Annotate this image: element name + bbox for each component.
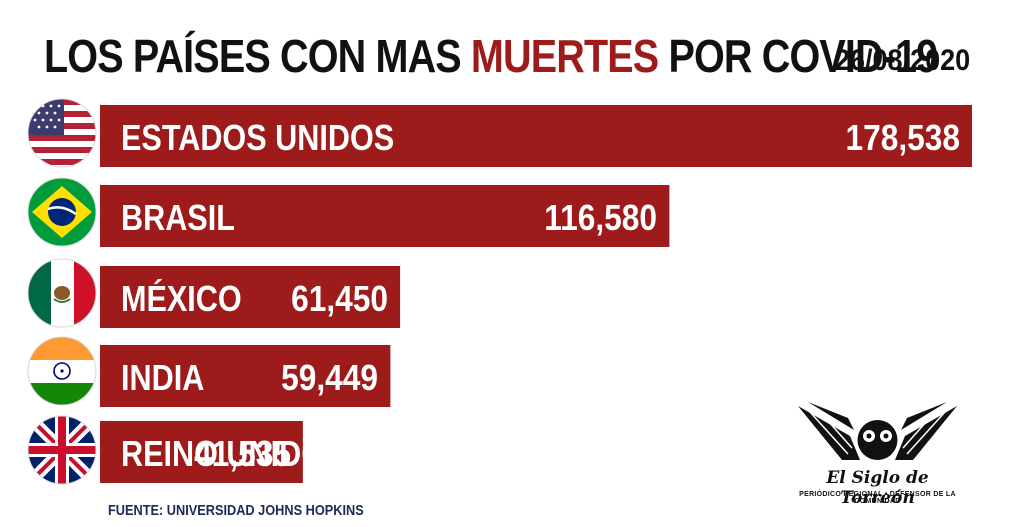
owl-logo-icon xyxy=(798,402,957,460)
usa-flag-icon xyxy=(28,99,96,167)
bar-2 xyxy=(100,266,401,328)
brazil-flag-icon xyxy=(28,178,96,246)
bar-1 xyxy=(100,185,670,247)
bar-4 xyxy=(100,421,303,483)
india-flag-icon xyxy=(28,337,96,405)
bar-3 xyxy=(100,345,391,407)
el-siglo-logo: El Siglo de Torreón PERIÓDICO REGIONAL •… xyxy=(790,398,965,508)
title-highlight: MUERTES xyxy=(470,30,659,82)
bar-label-1: BRASIL xyxy=(121,197,235,238)
bar-label-2: MÉXICO xyxy=(121,278,242,319)
bar-value-1: 116,580 xyxy=(544,197,658,238)
bar-value-2: 61,450 xyxy=(291,278,389,319)
logo-name: El Siglo de Torreón xyxy=(826,468,929,508)
bar-value-0: 178,538 xyxy=(845,117,960,158)
source-note: FUENTE: UNIVERSIDAD JOHNS HOPKINS xyxy=(108,502,364,519)
bar-label-3: INDIA xyxy=(121,357,205,398)
mexico-flag-icon xyxy=(28,259,96,327)
chart-title: LOS PAÍSES CON MAS MUERTES POR COVID-19 xyxy=(44,30,938,82)
bar-label-4: REINO UNIDO xyxy=(121,433,326,474)
uk-flag-icon xyxy=(28,416,96,484)
bar-value-3: 59,449 xyxy=(281,357,379,398)
bar-value-4: 41,535 xyxy=(193,433,291,474)
chart-date: 26/08/2020 xyxy=(835,44,971,77)
logo-tagline: PERIÓDICO REGIONAL • DEFENSOR DE LA COMU… xyxy=(799,491,956,505)
bar-label-0: ESTADOS UNIDOS xyxy=(121,117,395,158)
bar-0 xyxy=(100,105,972,167)
